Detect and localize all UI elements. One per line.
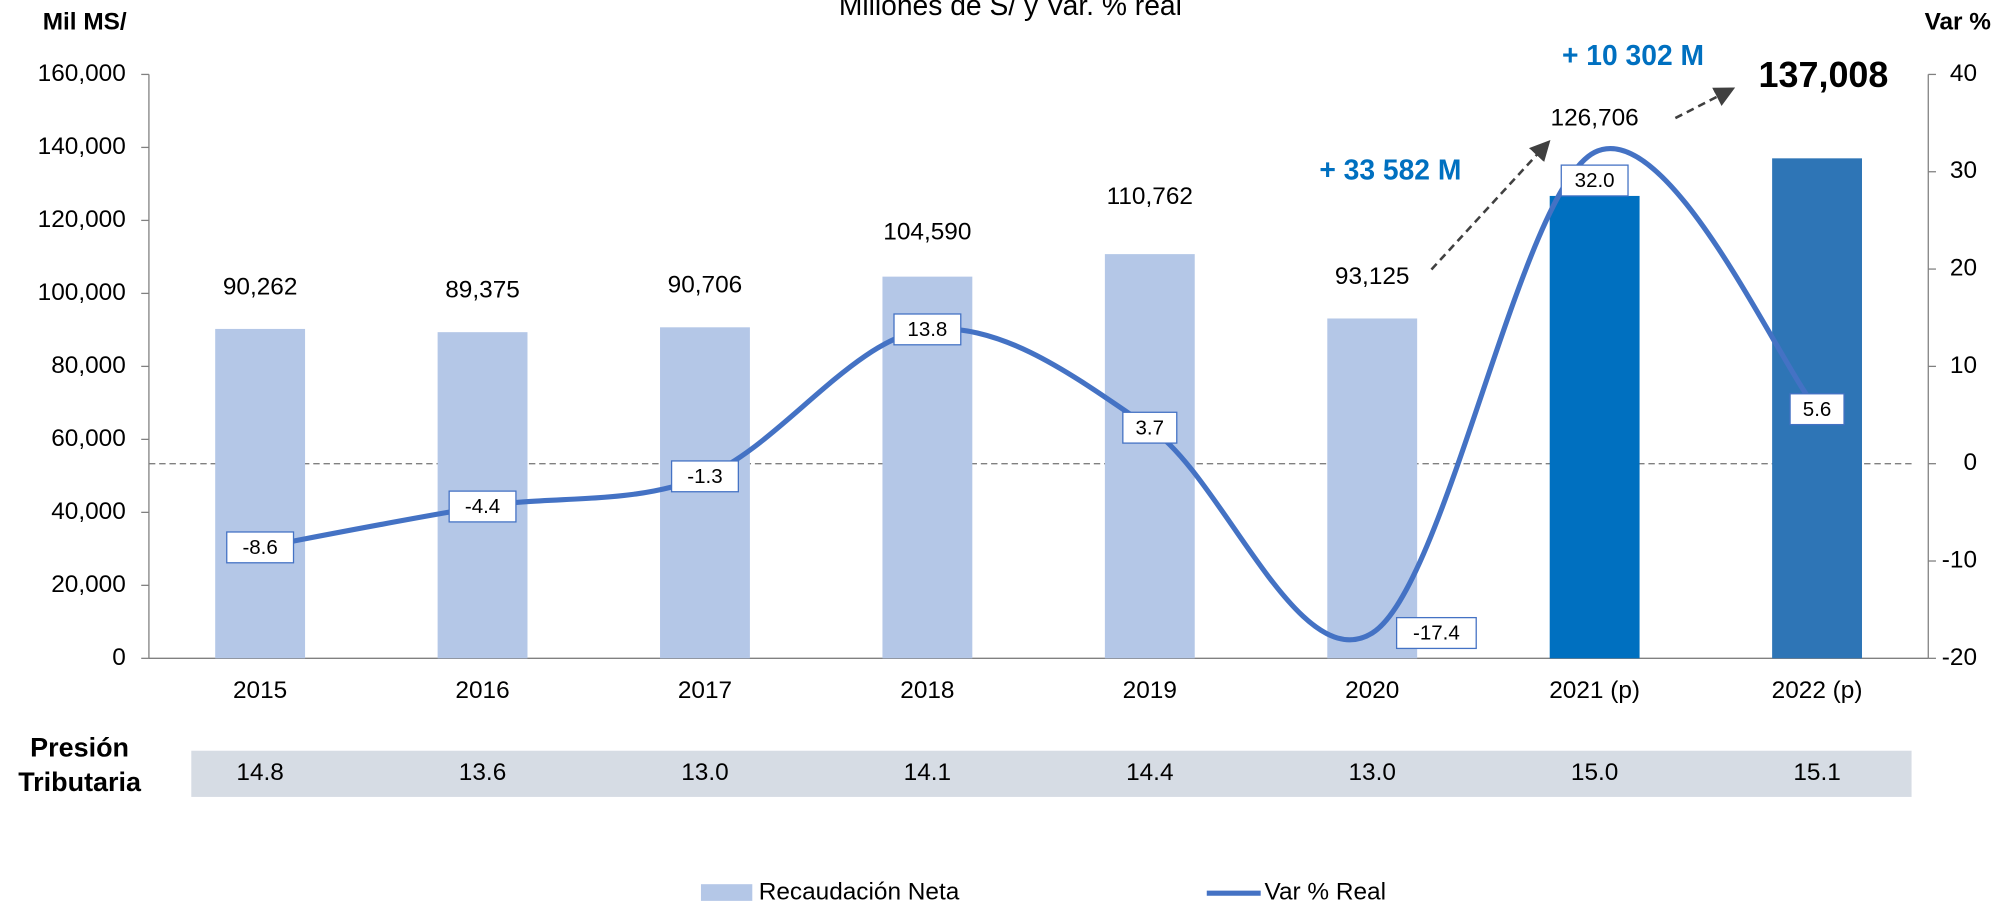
line-label-box (1395, 616, 1477, 650)
bar-value-label: 126,706 (1551, 104, 1639, 131)
line-value-label: -17.4 (1413, 622, 1460, 645)
y-tick-label: 0 (112, 644, 126, 671)
x-tick-label: 2022 (p) (1772, 677, 1863, 704)
x-tick-label: 2015 (233, 677, 287, 704)
line-value-label: -8.6 (242, 536, 277, 559)
bar (215, 328, 306, 659)
line-label-box (1122, 411, 1178, 444)
pressure-value: 13.0 (681, 759, 728, 786)
legend-label: Var % Real (1265, 879, 1387, 906)
line-label-box (448, 490, 517, 523)
pressure-value: 13.6 (459, 759, 506, 786)
y2-tick-label: 20 (1950, 255, 1977, 282)
line-value-label: 13.8 (907, 318, 947, 341)
bar-value-label: 93,125 (1335, 263, 1410, 290)
line-label-box (1560, 164, 1629, 197)
arrow (1674, 87, 1736, 120)
y-tick-label: 80,000 (51, 352, 126, 379)
y2-tick-label: -20 (1942, 644, 1977, 671)
y-tick-label: 60,000 (51, 425, 126, 452)
x-tick-label: 2018 (900, 677, 954, 704)
bar-value-label: 89,375 (445, 277, 520, 304)
line-value-label: 5.6 (1803, 398, 1832, 421)
bar-value-label: 90,262 (223, 273, 298, 300)
y-tick-label: 120,000 (38, 206, 126, 233)
annotation: + 10 302 M (1562, 39, 1704, 71)
line-value-label: -1.3 (687, 465, 722, 488)
y-tick-label: 140,000 (38, 133, 126, 160)
y-tick-label: 100,000 (38, 279, 126, 306)
legend-label: Recaudación Neta (759, 879, 960, 906)
y2-tick-label: 0 (1963, 449, 1977, 476)
line-label-box (670, 460, 739, 493)
pressure-label: Presión (30, 733, 129, 763)
y-tick-label: 160,000 (38, 60, 126, 87)
line-value-label: -4.4 (465, 495, 500, 518)
line-label-box (226, 531, 295, 564)
x-tick-label: 2019 (1123, 677, 1177, 704)
arrow (1430, 139, 1551, 271)
annotation: + 33 582 M (1319, 153, 1461, 185)
pressure-value: 13.0 (1348, 759, 1395, 786)
bar-value-label: 137,008 (1759, 54, 1889, 95)
pressure-value: 14.1 (904, 759, 951, 786)
chart-title: Millones de S/ y Var. % real (839, 0, 1182, 21)
y2-tick-label: 10 (1950, 352, 1977, 379)
pressure-label: Tributaria (18, 767, 142, 797)
bar-value-label: 110,762 (1107, 183, 1193, 210)
bar-value-label: 104,590 (883, 218, 971, 245)
pressure-value: 15.0 (1571, 759, 1618, 786)
bar (1327, 318, 1418, 659)
line-label-box (893, 313, 962, 346)
y-tick-label: 20,000 (51, 571, 126, 598)
x-tick-label: 2017 (678, 677, 732, 704)
bar (660, 327, 750, 659)
y2-tick-label: 30 (1950, 157, 1977, 184)
x-tick-label: 2016 (455, 677, 509, 704)
bar (1549, 195, 1640, 659)
pressure-value: 14.8 (236, 759, 283, 786)
y2-tick-label: -10 (1942, 546, 1977, 573)
y-tick-label: 40,000 (51, 498, 126, 525)
line-label-box (1789, 393, 1845, 426)
bar-value-label: 90,706 (668, 272, 743, 299)
y-axis-label: Mil MS/ (43, 9, 127, 36)
legend-swatch (700, 884, 753, 901)
y2-axis-label: Var % (1925, 9, 1992, 36)
x-tick-label: 2021 (p) (1549, 677, 1640, 704)
line-value-label: 3.7 (1136, 416, 1165, 439)
pressure-band (191, 750, 1912, 797)
y2-tick-label: 40 (1950, 60, 1977, 87)
pressure-value: 14.4 (1126, 759, 1173, 786)
x-tick-label: 2020 (1345, 677, 1399, 704)
pressure-value: 15.1 (1793, 759, 1840, 786)
line-value-label: 32.0 (1575, 169, 1615, 192)
